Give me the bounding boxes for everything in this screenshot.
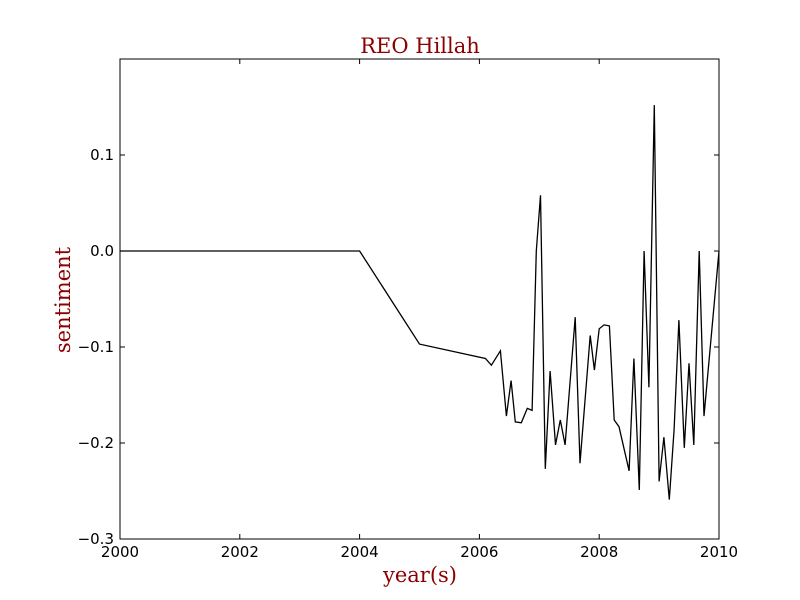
x-tick-label: 2000 bbox=[101, 543, 139, 561]
x-tick-label: 2004 bbox=[341, 543, 379, 561]
x-tick-label: 2002 bbox=[221, 543, 259, 561]
x-tick-label: 2008 bbox=[580, 543, 618, 561]
plot-frame bbox=[119, 58, 720, 540]
chart-title: REO Hillah bbox=[360, 34, 480, 58]
y-tick-label: 0.0 bbox=[90, 242, 114, 260]
x-tick-label: 2010 bbox=[700, 543, 738, 561]
y-tick-label: −0.1 bbox=[78, 338, 114, 356]
sentiment-line bbox=[120, 105, 720, 500]
y-tick-label: −0.3 bbox=[78, 530, 114, 548]
y-tick-label: −0.2 bbox=[78, 434, 114, 452]
x-tick-label: 2006 bbox=[460, 543, 498, 561]
y-tick-label: 0.1 bbox=[90, 146, 114, 164]
y-axis-label: sentiment bbox=[51, 246, 75, 353]
x-axis-label: year(s) bbox=[382, 563, 457, 587]
